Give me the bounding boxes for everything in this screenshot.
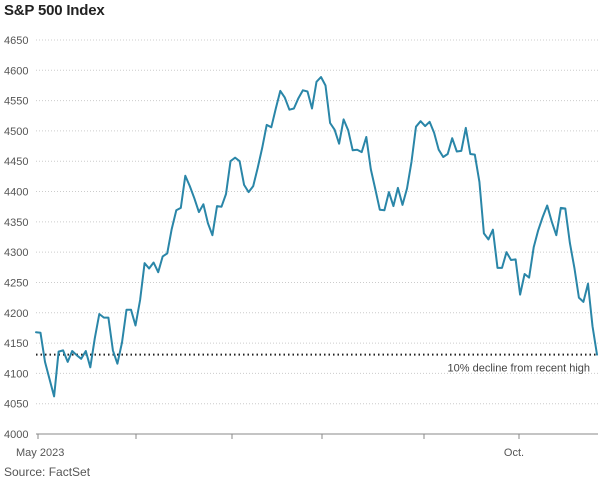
grid-lines [36,39,598,405]
y-tick-label: 4050 [4,399,28,411]
chart-title: S&P 500 Index [4,2,105,19]
reference-line-group: 10% decline from recent high [36,353,598,375]
source-note: Source: FactSet [4,465,91,479]
y-tick-label: 4250 [4,277,28,289]
y-tick-label: 4500 [4,126,28,138]
x-tick-label: Oct. [504,447,524,459]
y-tick-label: 4100 [4,368,28,380]
reference-line-label: 10% decline from recent high [448,363,590,375]
y-tick-label: 4600 [4,65,28,77]
y-tick-label: 4450 [4,156,28,168]
y-tick-label: 4550 [4,96,28,108]
y-tick-label: 4400 [4,187,28,199]
series-line [35,76,598,398]
y-tick-label: 4150 [4,338,28,350]
y-tick-label: 4350 [4,217,28,229]
y-tick-label: 4200 [4,308,28,320]
y-axis-ticks: 4000 4050 4100 4150 4200 4250 4300 4350 4400 4450… [4,35,28,441]
y-tick-label: 4300 [4,247,28,259]
y-tick-label: 4650 [4,35,28,47]
x-tick-label: May 2023 [16,447,64,459]
x-axis: May 2023 Oct. [16,433,598,459]
series-group [35,76,598,398]
y-tick-label: 4000 [4,429,28,441]
